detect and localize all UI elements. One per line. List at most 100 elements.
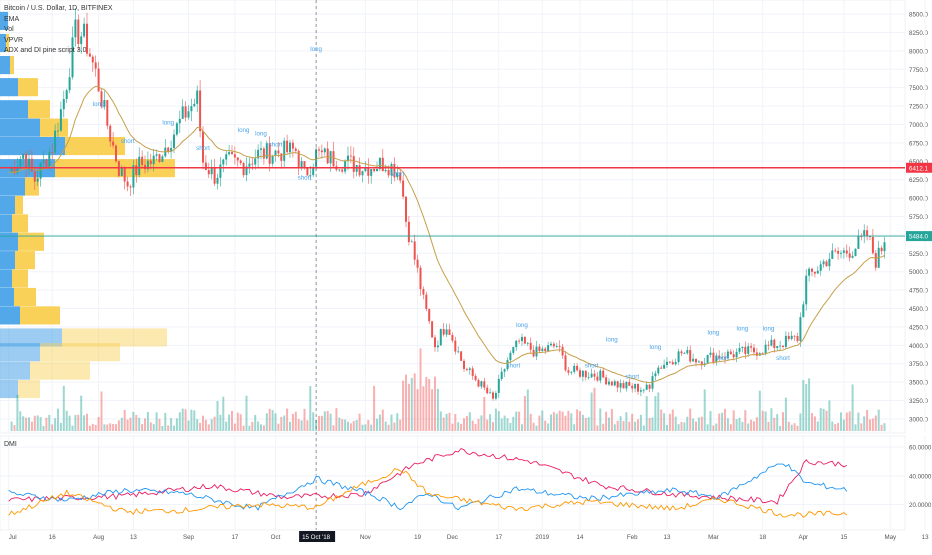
candle-body[interactable] bbox=[265, 143, 268, 159]
candle-body[interactable] bbox=[724, 357, 726, 359]
candle-body[interactable] bbox=[358, 165, 361, 176]
candle-body[interactable] bbox=[840, 252, 842, 254]
candle-body[interactable] bbox=[677, 351, 680, 362]
candle-body[interactable] bbox=[77, 19, 80, 45]
candle-body[interactable] bbox=[300, 161, 303, 167]
candle-body[interactable] bbox=[376, 169, 378, 172]
candle-body[interactable] bbox=[796, 336, 799, 342]
candle-body[interactable] bbox=[561, 346, 564, 356]
candle-body[interactable] bbox=[22, 153, 25, 159]
candle-body[interactable] bbox=[715, 355, 718, 363]
candle-body[interactable] bbox=[94, 62, 97, 69]
candle-body[interactable] bbox=[196, 90, 199, 104]
candle-body[interactable] bbox=[541, 348, 544, 351]
candle-body[interactable] bbox=[474, 375, 477, 381]
candle-body[interactable] bbox=[811, 268, 813, 272]
candle-body[interactable] bbox=[851, 255, 854, 258]
candle-body[interactable] bbox=[100, 91, 103, 107]
candle-body[interactable] bbox=[625, 381, 628, 389]
candle-body[interactable] bbox=[129, 186, 132, 188]
candle-body[interactable] bbox=[471, 368, 474, 376]
candle-body[interactable] bbox=[19, 158, 22, 167]
candle-body[interactable] bbox=[428, 309, 431, 322]
candle-body[interactable] bbox=[503, 369, 506, 372]
candle-body[interactable] bbox=[352, 156, 355, 172]
candle-body[interactable] bbox=[347, 155, 349, 162]
candle-body[interactable] bbox=[729, 351, 732, 355]
candle-body[interactable] bbox=[88, 53, 91, 57]
candle-body[interactable] bbox=[695, 358, 697, 363]
candle-body[interactable] bbox=[593, 373, 596, 377]
candle-body[interactable] bbox=[721, 357, 724, 359]
candle-body[interactable] bbox=[158, 154, 161, 162]
candle-body[interactable] bbox=[802, 304, 805, 318]
candle-body[interactable] bbox=[167, 147, 170, 153]
candle-body[interactable] bbox=[805, 275, 808, 305]
candle-body[interactable] bbox=[784, 335, 787, 347]
candle-body[interactable] bbox=[384, 169, 387, 172]
candle-body[interactable] bbox=[303, 161, 306, 168]
candle-body[interactable] bbox=[193, 103, 196, 107]
candle-body[interactable] bbox=[660, 367, 663, 369]
candle-body[interactable] bbox=[610, 381, 613, 386]
candle-body[interactable] bbox=[283, 140, 286, 161]
candle-body[interactable] bbox=[170, 147, 173, 153]
candle-body[interactable] bbox=[370, 168, 373, 176]
candle-body[interactable] bbox=[782, 345, 784, 347]
candle-body[interactable] bbox=[465, 368, 468, 370]
candle-body[interactable] bbox=[544, 348, 547, 351]
candle-body[interactable] bbox=[112, 141, 115, 146]
candle-body[interactable] bbox=[146, 160, 149, 170]
candle-body[interactable] bbox=[587, 377, 590, 379]
candle-body[interactable] bbox=[59, 109, 62, 131]
candle-body[interactable] bbox=[344, 161, 347, 172]
candle-body[interactable] bbox=[744, 346, 747, 354]
candle-body[interactable] bbox=[117, 161, 120, 176]
candle-body[interactable] bbox=[277, 150, 280, 154]
candle-body[interactable] bbox=[608, 381, 610, 385]
candle-body[interactable] bbox=[550, 343, 552, 346]
candle-body[interactable] bbox=[42, 159, 45, 163]
candle-body[interactable] bbox=[175, 123, 178, 135]
candle-body[interactable] bbox=[866, 230, 869, 236]
candle-body[interactable] bbox=[207, 170, 210, 175]
candle-body[interactable] bbox=[289, 142, 291, 153]
candle-body[interactable] bbox=[109, 125, 112, 142]
candle-body[interactable] bbox=[616, 381, 619, 388]
candle-body[interactable] bbox=[106, 100, 109, 126]
candle-body[interactable] bbox=[141, 156, 144, 165]
candle-body[interactable] bbox=[280, 153, 283, 161]
candle-body[interactable] bbox=[590, 373, 593, 378]
candle-body[interactable] bbox=[753, 347, 755, 353]
candle-body[interactable] bbox=[477, 380, 480, 387]
candle-body[interactable] bbox=[570, 371, 573, 373]
candle-body[interactable] bbox=[184, 106, 187, 118]
candle-body[interactable] bbox=[564, 355, 567, 371]
candle-body[interactable] bbox=[558, 346, 561, 347]
candle-body[interactable] bbox=[683, 353, 686, 355]
candle-body[interactable] bbox=[271, 155, 274, 164]
candle-body[interactable] bbox=[828, 258, 831, 267]
candle-body[interactable] bbox=[738, 348, 741, 352]
candle-body[interactable] bbox=[144, 164, 146, 170]
candle-body[interactable] bbox=[126, 181, 129, 187]
candle-body[interactable] bbox=[599, 370, 602, 381]
candle-body[interactable] bbox=[199, 90, 202, 132]
candle-body[interactable] bbox=[454, 340, 457, 352]
candle-body[interactable] bbox=[257, 149, 260, 159]
candle-body[interactable] bbox=[445, 329, 448, 335]
candle-body[interactable] bbox=[596, 376, 599, 381]
candle-body[interactable] bbox=[631, 385, 634, 389]
candle-body[interactable] bbox=[30, 158, 33, 172]
candle-body[interactable] bbox=[750, 346, 753, 348]
candle-body[interactable] bbox=[842, 250, 845, 253]
candle-body[interactable] bbox=[634, 383, 637, 389]
candle-body[interactable] bbox=[787, 335, 790, 340]
candle-body[interactable] bbox=[497, 378, 500, 393]
candle-body[interactable] bbox=[697, 361, 700, 363]
candle-body[interactable] bbox=[761, 353, 764, 355]
candle-body[interactable] bbox=[219, 164, 222, 178]
candle-body[interactable] bbox=[393, 163, 396, 178]
candle-body[interactable] bbox=[378, 157, 381, 170]
candle-body[interactable] bbox=[512, 347, 515, 353]
